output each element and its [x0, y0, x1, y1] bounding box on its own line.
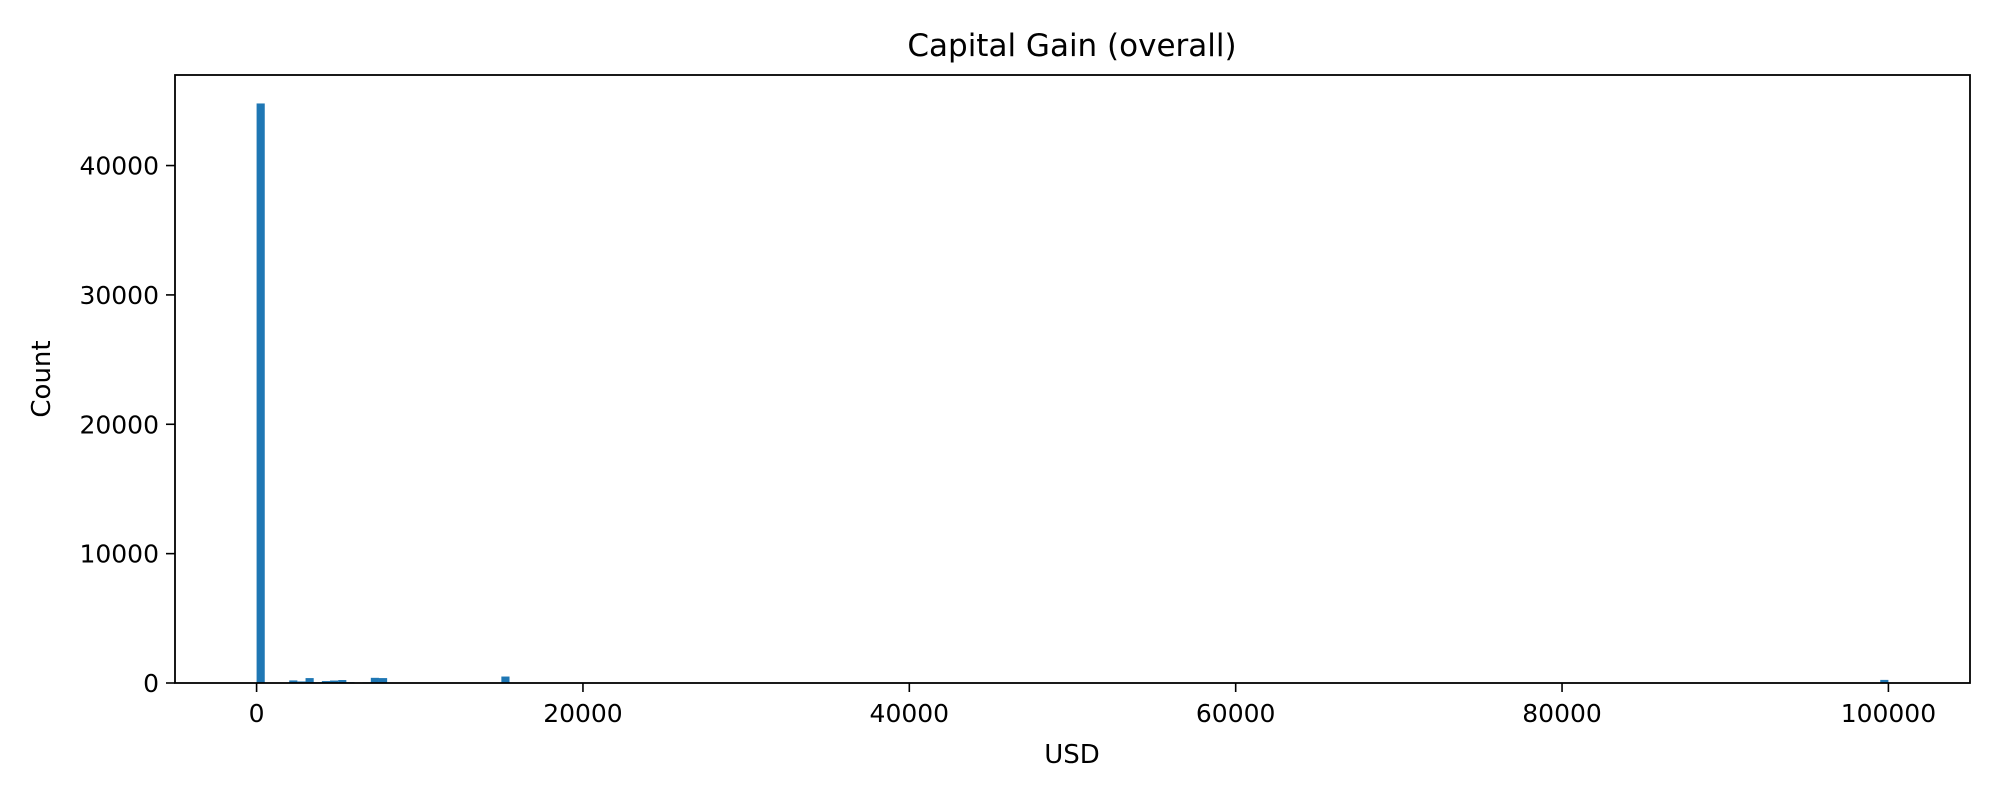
y-tick-label: 30000: [79, 281, 159, 310]
x-tick-label: 0: [249, 699, 265, 728]
x-tick-label: 80000: [1522, 699, 1602, 728]
y-tick-label: 10000: [79, 540, 159, 569]
y-tick-label: 0: [143, 669, 159, 698]
histogram-bar: [501, 677, 509, 683]
x-tick-label: 40000: [870, 699, 950, 728]
y-axis-label: Count: [27, 340, 57, 417]
bars-layer: [257, 103, 1889, 683]
axes-layer: 0 20000 40000 60000 80000 100000 0 10000 20000 30…: [79, 152, 1936, 728]
x-tick-label: 20000: [543, 699, 623, 728]
plot-frame: [175, 75, 1970, 683]
x-tick-label: 100000: [1841, 699, 1936, 728]
y-tick-label: 40000: [79, 152, 159, 181]
chart-title: Capital Gain (overall): [907, 28, 1236, 64]
y-tick-label: 20000: [79, 410, 159, 439]
x-axis-label: USD: [1044, 740, 1100, 770]
x-tick-label: 60000: [1196, 699, 1276, 728]
histogram-bar: [257, 103, 265, 683]
